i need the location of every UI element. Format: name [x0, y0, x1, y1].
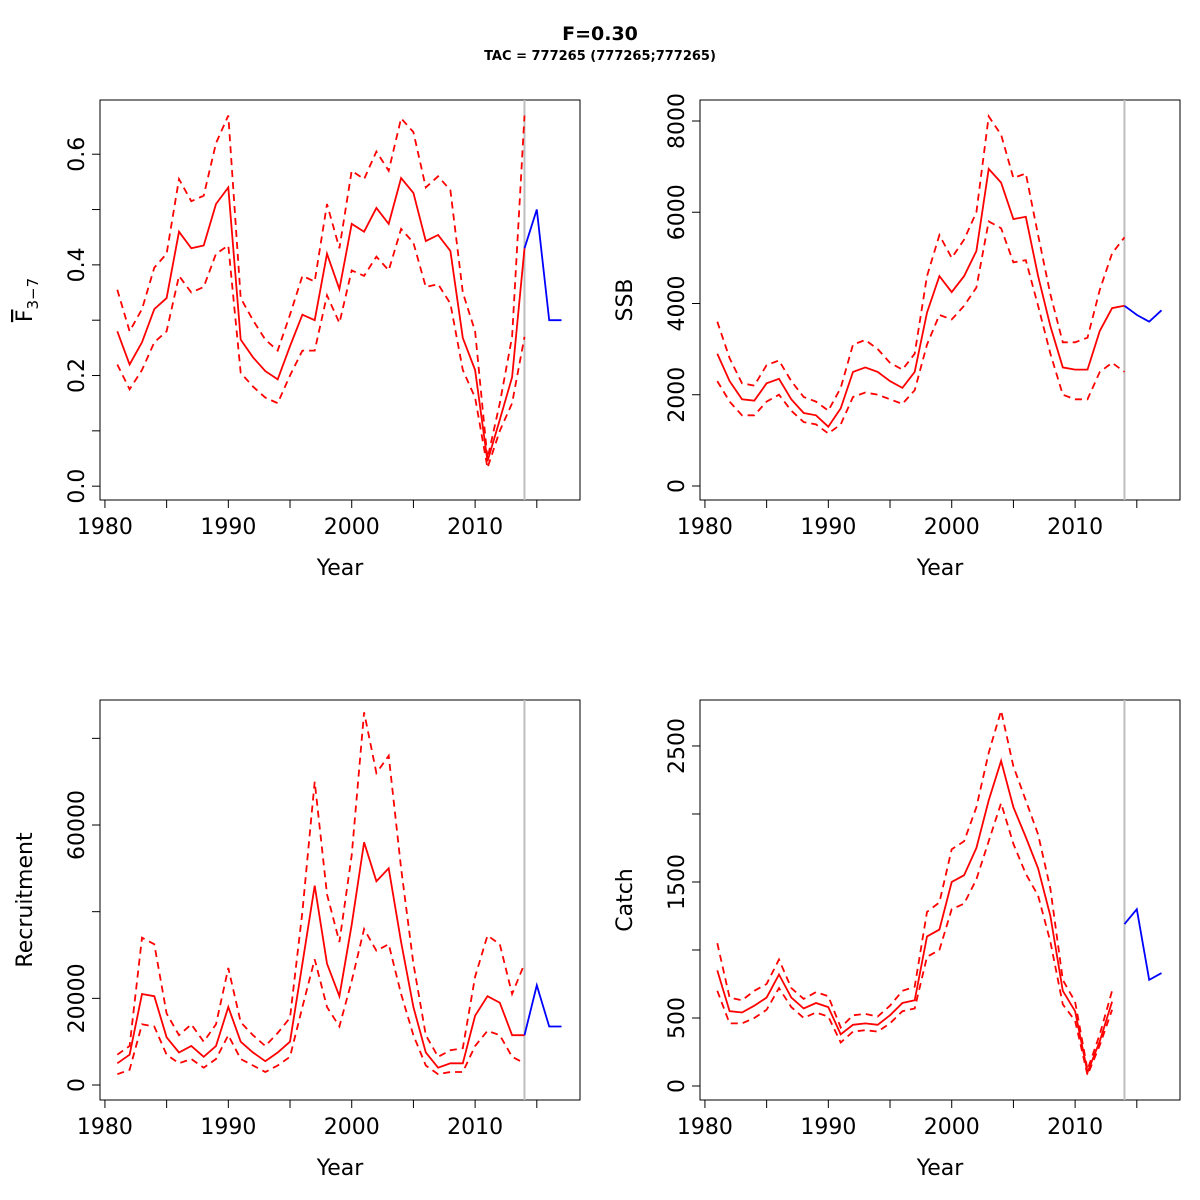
series-upper-line	[716, 113, 1126, 413]
x-axis-label: Year	[916, 556, 965, 581]
series-median-line	[116, 842, 525, 1069]
x-tick-label: 1990	[800, 515, 856, 540]
y-axis-label: SSB	[613, 278, 638, 321]
y-tick-label: 6000	[665, 184, 690, 240]
figure-title: F=0.30	[562, 23, 638, 45]
y-axis-label: F3−7	[13, 278, 42, 322]
x-axis-label: Year	[316, 1156, 365, 1181]
x-tick-label: 2000	[924, 515, 980, 540]
plot-frame	[99, 699, 581, 1101]
x-tick-label: 2010	[447, 515, 503, 540]
panel-ssb: 1980 1990 2000 2010 0 2000 4000 6000 8000 Year SSB	[613, 93, 1181, 581]
y-tick-label: 0.6	[65, 137, 90, 172]
y-tick-label: 0.4	[65, 247, 90, 282]
plot-frame	[699, 699, 1181, 1101]
plot-frame	[699, 99, 1181, 501]
y-tick-label: 0	[665, 479, 690, 493]
series-lower-line	[116, 227, 526, 469]
x-tick-label: 1980	[77, 1115, 133, 1140]
x-tick-label: 1990	[200, 515, 256, 540]
forecast-line	[1123, 907, 1162, 982]
series-median-line	[716, 166, 1125, 429]
series-upper-line	[716, 710, 1113, 1074]
y-tick-label: 0.2	[65, 358, 90, 393]
x-tick-label: 2010	[1047, 1115, 1103, 1140]
panel-f: 1980 1990 2000 2010 0.0 0.2 0.4 0.6 Year F3−7	[13, 99, 581, 581]
x-tick-label: 1980	[77, 515, 133, 540]
x-tick-label: 2000	[324, 1115, 380, 1140]
x-tick-label: 1980	[677, 1115, 733, 1140]
x-tick-label: 1980	[677, 515, 733, 540]
series-lower-line	[116, 926, 525, 1076]
x-tick-label: 2010	[1047, 515, 1103, 540]
series-median-line	[716, 757, 1113, 1076]
x-tick-label: 1990	[800, 1115, 856, 1140]
x-tick-label: 2010	[447, 1115, 503, 1140]
forecast-line	[1123, 305, 1163, 323]
x-tick-label: 1990	[200, 1115, 256, 1140]
series-upper-line	[116, 115, 526, 459]
y-tick-label: 0	[65, 1078, 90, 1092]
plot-frame	[99, 99, 581, 501]
figure-subtitle: TAC = 777265 (777265;777265)	[484, 49, 716, 64]
series-lower-line	[716, 220, 1126, 435]
y-tick-label: 0	[665, 1079, 690, 1093]
y-tick-label: 500	[665, 997, 690, 1039]
x-axis-label: Year	[916, 1156, 965, 1181]
x-tick-label: 2000	[324, 515, 380, 540]
y-tick-label: 2000	[665, 367, 690, 423]
series-lower-line	[716, 800, 1113, 1079]
y-tick-label: 60000	[65, 790, 90, 860]
x-tick-label: 2000	[924, 1115, 980, 1140]
panel-catch: 1980 1990 2000 2010 0 500 1500 2500 Year Catch	[613, 699, 1181, 1181]
y-tick-label: 20000	[65, 963, 90, 1033]
y-tick-label: 1500	[665, 854, 690, 910]
panel-recruitment: 1980 1990 2000 2010 0 20000 60000 Year Recruitme…	[13, 699, 581, 1181]
forecast-line	[523, 209, 562, 322]
series-upper-line	[116, 712, 526, 1059]
y-tick-label: 2500	[665, 718, 690, 774]
y-tick-label: 0.0	[65, 469, 90, 504]
y-axis-label: Recruitment	[13, 832, 38, 968]
series-median-line	[116, 176, 526, 462]
x-axis-label: Year	[316, 556, 365, 581]
y-axis-label: Catch	[613, 868, 638, 932]
y-tick-label: 8000	[665, 93, 690, 149]
forecast-line	[523, 981, 562, 1036]
y-tick-label: 4000	[665, 275, 690, 331]
